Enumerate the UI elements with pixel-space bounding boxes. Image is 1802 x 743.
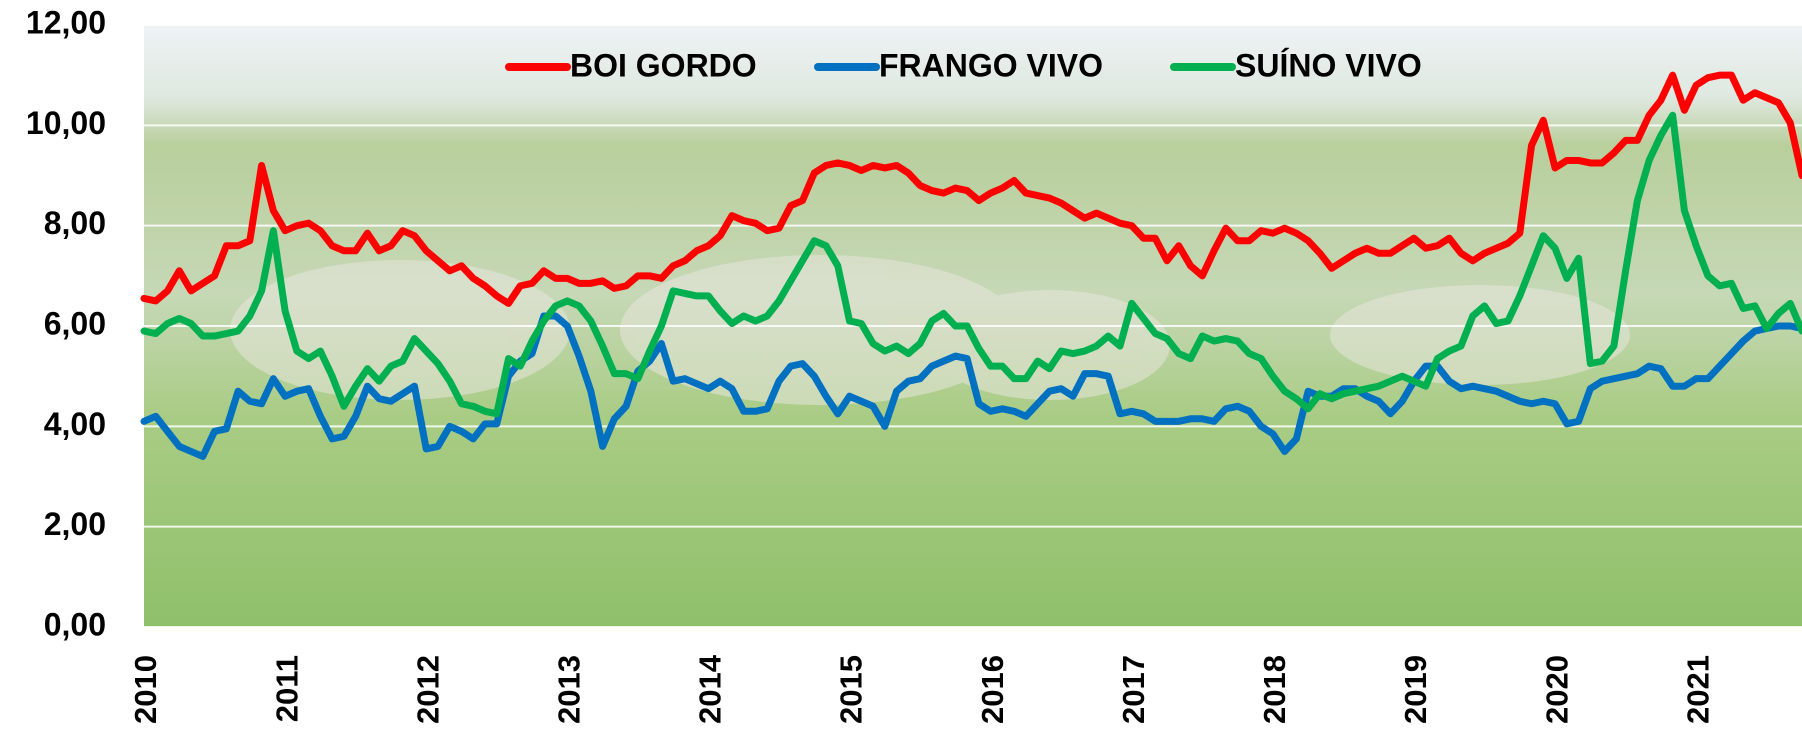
y-tick-label: 8,00 xyxy=(44,205,106,241)
x-tick-label: 2020 xyxy=(1539,655,1574,724)
y-tick-label: 10,00 xyxy=(26,105,106,141)
y-tick-label: 4,00 xyxy=(44,406,106,442)
x-tick-label: 2015 xyxy=(834,655,869,724)
x-tick-label: 2012 xyxy=(410,655,445,724)
x-tick-label: 2014 xyxy=(693,654,728,724)
x-tick-label: 2013 xyxy=(552,655,587,724)
x-tick-label: 2010 xyxy=(128,655,163,724)
x-tick-label: 2021 xyxy=(1680,655,1715,724)
y-tick-label: 12,00 xyxy=(26,4,106,40)
legend-label: FRANGO VIVO xyxy=(879,47,1103,83)
x-tick-label: 2018 xyxy=(1257,655,1292,724)
x-tick-label: 2016 xyxy=(975,655,1010,724)
legend-label: BOI GORDO xyxy=(570,47,757,83)
chart: 0,00 2,00 4,00 6,00 8,00 10,00 12,00 2010 2011 20… xyxy=(0,0,1802,743)
legend-label: SUÍNO VIVO xyxy=(1235,47,1422,83)
x-tick-label: 2011 xyxy=(269,655,304,722)
y-tick-label: 6,00 xyxy=(44,305,106,341)
x-tick-label: 2017 xyxy=(1116,655,1151,724)
y-tick-label: 2,00 xyxy=(44,506,106,542)
y-tick-label: 0,00 xyxy=(44,606,106,642)
x-tick-label: 2019 xyxy=(1398,655,1433,724)
